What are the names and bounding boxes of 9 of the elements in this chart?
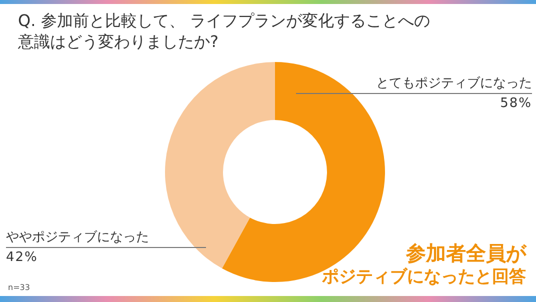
- donut-slice: [165, 62, 275, 268]
- text: n=33: [8, 283, 30, 292]
- data-label: 58%: [499, 96, 532, 111]
- slice-label: とてもポジティブになった: [296, 74, 532, 94]
- text: ポジティブになったと回答: [322, 266, 526, 288]
- text: 参加者全員が: [406, 240, 526, 267]
- chart-title: Q. 参加前と比較して、 ライフプランが変化することへの意識はどう変わりましたか?: [18, 10, 431, 52]
- slice-label: ややポジティブになった: [6, 228, 206, 248]
- data-label: 42%: [6, 250, 39, 265]
